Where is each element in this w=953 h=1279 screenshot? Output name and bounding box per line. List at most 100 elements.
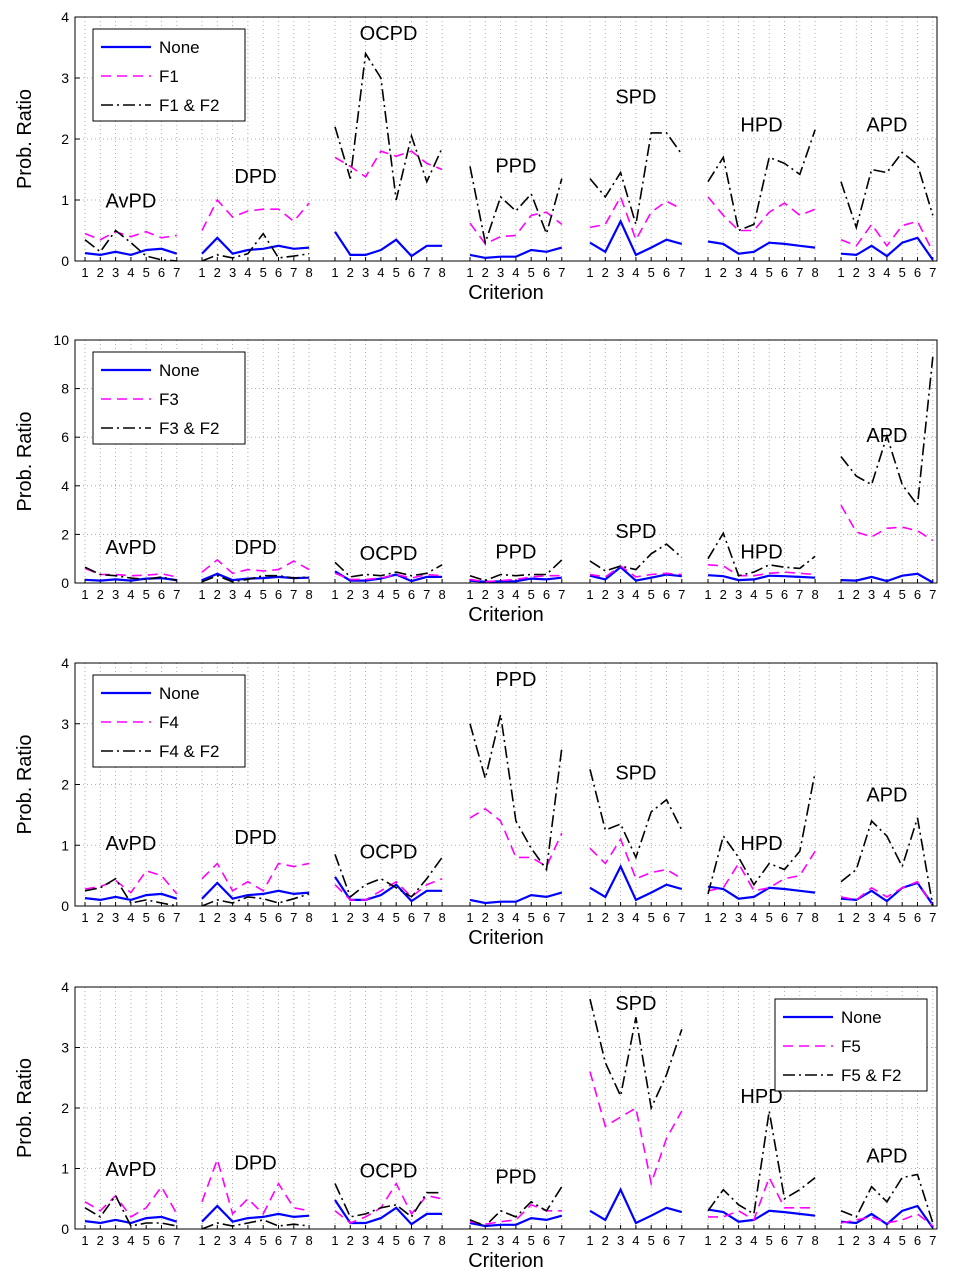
group-apd: APD	[840, 115, 934, 261]
x-tick-label: 2	[602, 1233, 609, 1248]
x-tick-label: 1	[586, 587, 593, 602]
series-line-combined	[469, 714, 563, 872]
series-line-combined	[840, 356, 934, 508]
x-tick-label: 6	[158, 587, 165, 602]
x-tick-label: 2	[853, 1233, 860, 1248]
x-tick-label: 7	[290, 265, 297, 280]
x-tick-label: 3	[362, 1233, 369, 1248]
group-hpd: HPD	[707, 531, 816, 582]
x-tick-label: 1	[704, 910, 711, 925]
x-tick-label: 7	[929, 587, 936, 602]
y-tick-label: 4	[61, 655, 69, 671]
x-tick-label: 6	[543, 910, 550, 925]
series-line-none	[84, 576, 177, 582]
x-tick-label: 1	[837, 587, 844, 602]
x-tick-label: 6	[275, 1233, 282, 1248]
x-tick-label: 3	[497, 587, 504, 602]
group-label: HPD	[740, 833, 782, 855]
legend: None F3 F3 & F2	[92, 351, 246, 445]
series-line-combined	[469, 1186, 563, 1227]
x-tick-label: 6	[158, 1233, 165, 1248]
group-apd: APD	[840, 356, 934, 584]
x-tick-label: 2	[853, 265, 860, 280]
x-tick-label: 6	[663, 265, 670, 280]
group-label: APD	[866, 1145, 907, 1167]
series-line-none	[840, 236, 934, 261]
y-axis-label: Prob. Ratio	[14, 1058, 36, 1158]
x-tick-label: 6	[275, 910, 282, 925]
x-tick-label: 6	[275, 587, 282, 602]
x-tick-label: 3	[497, 265, 504, 280]
group-spd: SPD	[589, 763, 683, 902]
group-spd: SPD	[589, 87, 683, 257]
x-tick-label: 1	[331, 587, 338, 602]
series-line-single	[334, 150, 443, 178]
x-tick-label: 4	[632, 1233, 639, 1248]
series-line-combined	[201, 893, 310, 907]
group-label: SPD	[615, 521, 656, 543]
series-line-combined	[84, 566, 177, 582]
x-tick-label: 7	[929, 910, 936, 925]
series-line-single	[707, 850, 816, 892]
x-tick-label: 3	[362, 910, 369, 925]
x-tick-label: 3	[617, 1233, 624, 1248]
series-line-single	[707, 564, 816, 577]
x-tick-label: 4	[632, 265, 639, 280]
series-line-none	[840, 1204, 934, 1229]
group-label: SPD	[615, 763, 656, 785]
x-tick-label: 7	[558, 1233, 565, 1248]
y-tick-label: 0	[61, 253, 69, 269]
x-tick-label: 2	[214, 587, 221, 602]
group-label: DPD	[234, 537, 276, 559]
legend-label: F5 & F2	[841, 1066, 901, 1085]
series-line-single	[589, 565, 682, 578]
series-line-none	[707, 1208, 816, 1223]
x-tick-label: 7	[173, 587, 180, 602]
x-tick-label: 1	[704, 587, 711, 602]
x-tick-label: 8	[811, 910, 818, 925]
x-tick-label: 6	[663, 587, 670, 602]
x-tick-label: 2	[97, 587, 104, 602]
x-tick-label: 2	[853, 587, 860, 602]
x-tick-label: 5	[648, 587, 655, 602]
series-line-combined	[707, 129, 816, 232]
series-line-none	[840, 881, 934, 906]
x-tick-label: 4	[377, 1233, 384, 1248]
series-line-single	[201, 1156, 310, 1216]
y-axis-label: Prob. Ratio	[14, 734, 36, 834]
series-line-combined	[84, 1194, 177, 1227]
axes-box	[74, 16, 938, 262]
x-tick-label: 8	[811, 265, 818, 280]
series-line-single	[84, 230, 177, 241]
x-tick-label: 2	[97, 910, 104, 925]
series-line-single	[334, 877, 443, 901]
series-line-none	[201, 881, 310, 900]
x-tick-label: 2	[214, 265, 221, 280]
x-tick-label: 2	[482, 1233, 489, 1248]
group-label: AvPD	[106, 537, 157, 559]
x-tick-label: 5	[899, 265, 906, 280]
x-tick-label: 4	[377, 587, 384, 602]
x-tick-label: 4	[632, 910, 639, 925]
series-line-combined	[84, 877, 177, 907]
group-label: OCPD	[360, 842, 418, 864]
series-line-none	[84, 1215, 178, 1225]
x-tick-label: 8	[438, 265, 445, 280]
x-tick-label: 2	[347, 265, 354, 280]
y-tick-label: 8	[61, 381, 69, 397]
series-line-combined	[589, 543, 683, 572]
x-tick-label: 6	[408, 1233, 415, 1248]
x-tick-label: 3	[617, 265, 624, 280]
series-line-single	[469, 211, 563, 245]
y-axis-label: Prob. Ratio	[14, 411, 36, 511]
y-tick-label: 1	[61, 837, 69, 853]
x-tick-label: 5	[899, 910, 906, 925]
x-tick-label: 1	[837, 910, 844, 925]
x-tick-label: 7	[929, 1233, 936, 1248]
y-tick-label: 2	[61, 526, 69, 542]
x-tick-label: 2	[720, 910, 727, 925]
x-tick-label: 6	[781, 910, 788, 925]
series-line-combined	[707, 1110, 816, 1216]
legend: None F5 F5 & F2	[774, 998, 928, 1092]
group-ocpd: OCPD	[334, 1161, 443, 1226]
